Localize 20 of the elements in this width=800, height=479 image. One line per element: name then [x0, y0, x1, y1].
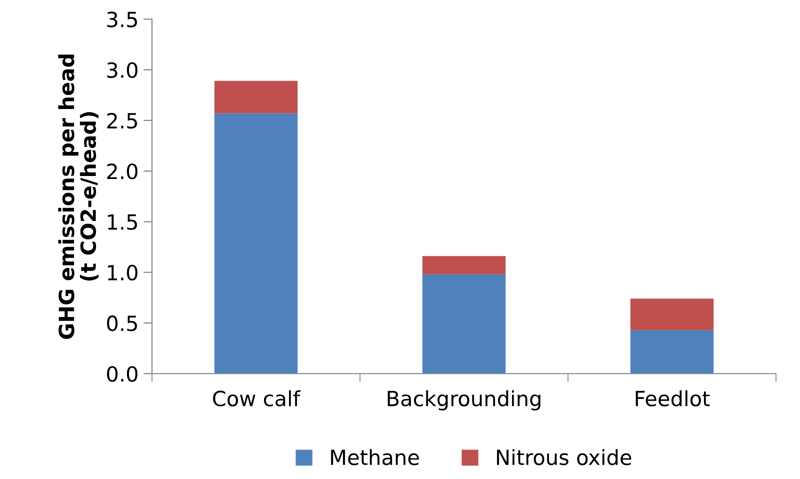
y-tick-label: 3.0: [107, 62, 138, 78]
y-axis-title: GHG emissions per head (t CO2-e/head): [58, 54, 99, 339]
bar: [422, 274, 506, 374]
y-tick-label: 2.0: [107, 164, 138, 180]
legend-label: Nitrous oxide: [497, 449, 632, 466]
x-tick-label: Backgrounding: [388, 390, 540, 410]
y-tick-label: 2.5: [107, 112, 137, 129]
bar: [214, 113, 298, 374]
legend-label: Methane: [331, 449, 419, 466]
y-tick-label: 3.5: [107, 12, 137, 28]
y-tick-label: 1.0: [108, 264, 138, 281]
bar: [422, 256, 506, 274]
y-tick-label: 0.0: [107, 366, 138, 382]
bar: [630, 298, 714, 330]
x-tick-label: Cow calf: [213, 390, 301, 406]
x-tick-label: Feedlot: [636, 390, 710, 406]
y-tick-label: 1.5: [108, 214, 137, 230]
bar: [214, 80, 298, 114]
y-tick-label: 0.5: [107, 315, 137, 332]
bar: [630, 330, 714, 374]
